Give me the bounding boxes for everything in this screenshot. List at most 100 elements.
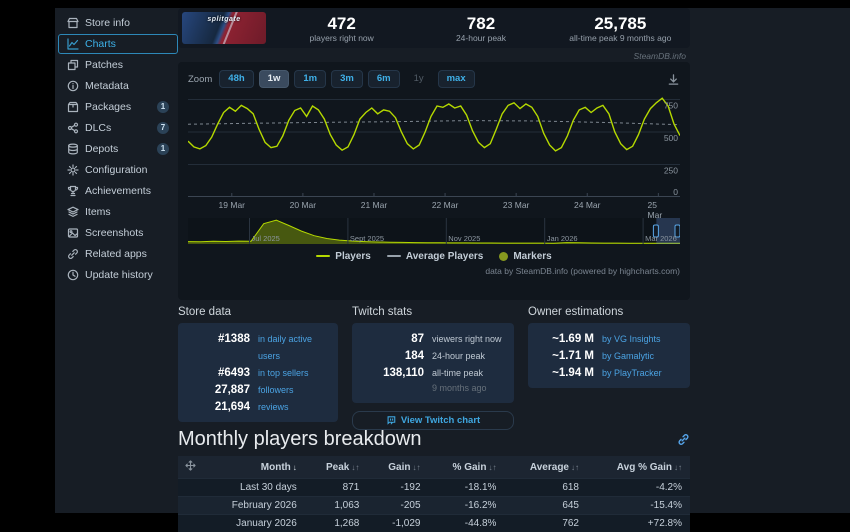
svg-text:250: 250 (664, 166, 678, 176)
x-axis-label: 20 Mar (290, 200, 316, 210)
store-data-title: Store data (178, 306, 338, 318)
sidebar-item-charts[interactable]: Charts (58, 34, 178, 54)
cell--gain: -18.1% (429, 479, 505, 497)
zoom-button-max[interactable]: max (438, 70, 475, 88)
sidebar-item-label: Charts (85, 38, 116, 50)
sidebar-item-metadata[interactable]: Metadata (58, 76, 178, 96)
stat-row-label[interactable]: in daily active users (258, 334, 312, 361)
cell-peak: 1,063 (305, 497, 368, 515)
sort-icon: ↓↑ (488, 463, 496, 472)
column-header-month[interactable]: Month↓ (202, 456, 305, 479)
x-axis-label: 24 Mar (574, 200, 600, 210)
column-header-avg-gain[interactable]: Avg % Gain↓↑ (587, 456, 690, 479)
cell-gain: -205 (367, 497, 428, 515)
breakdown-title: Monthly players breakdown (178, 428, 421, 451)
store-icon (67, 17, 79, 29)
stat-value: 782 (411, 14, 550, 33)
svg-text:0: 0 (673, 187, 678, 197)
svg-text:750: 750 (664, 101, 678, 111)
gear-icon (67, 164, 79, 176)
cell-average: 762 (504, 515, 587, 532)
legend-swatch (499, 252, 508, 261)
sidebar-item-store-info[interactable]: Store info (58, 13, 178, 33)
column-header--gain[interactable]: % Gain↓↑ (429, 456, 505, 479)
sort-desc-icon: ↓ (293, 463, 297, 472)
zoom-button-1m[interactable]: 1m (294, 70, 326, 88)
stat-row-label[interactable]: by VG Insights (602, 334, 661, 344)
column-header-gain[interactable]: Gain↓↑ (367, 456, 428, 479)
column-label: Avg % Gain (617, 462, 672, 473)
download-chart-icon[interactable] (667, 73, 680, 86)
sidebar-item-achievements[interactable]: Achievements (58, 181, 178, 201)
layers-icon (67, 206, 79, 218)
sidebar-item-screenshots[interactable]: Screenshots (58, 223, 178, 243)
stat-row-label[interactable]: reviews (258, 402, 289, 412)
stat-row-value: ~1.71 M (538, 349, 594, 364)
navigator-label: Jul 2025 (250, 234, 280, 243)
anchor-link-icon[interactable] (677, 433, 690, 446)
x-axis-label: 21 Mar (361, 200, 387, 210)
x-axis-label: 22 Mar (432, 200, 458, 210)
owner-estimations-title: Owner estimations (528, 306, 690, 318)
sidebar-item-items[interactable]: Items (58, 202, 178, 222)
drag-handle-icon[interactable] (178, 456, 202, 479)
stat-row-label[interactable]: by PlayTracker (602, 368, 662, 378)
zoom-button-48h[interactable]: 48h (219, 70, 253, 88)
zoom-button-3m[interactable]: 3m (331, 70, 363, 88)
twitch-icon (386, 416, 396, 426)
stat-row-reviews: 21,694 reviews (188, 398, 328, 415)
sidebar-item-label: Items (85, 206, 111, 218)
sort-icon: ↓↑ (674, 463, 682, 472)
sidebar-item-label: Store info (85, 17, 130, 29)
legend-item-markers[interactable]: Markers (499, 251, 551, 262)
sidebar-item-label: Metadata (85, 80, 129, 92)
sidebar-item-related-apps[interactable]: Related apps (58, 244, 178, 264)
stat-row-value: 184 (362, 349, 424, 364)
zoom-button-1w[interactable]: 1w (259, 70, 290, 88)
sidebar-item-update-history[interactable]: Update history (58, 265, 178, 285)
sidebar-item-configuration[interactable]: Configuration (58, 160, 178, 180)
stat-row-by-gamalytic: ~1.71 M by Gamalytic (538, 347, 680, 364)
cell-average: 645 (504, 497, 587, 515)
stat-row-label[interactable]: by Gamalytic (602, 351, 654, 361)
x-axis-label: 23 Mar (503, 200, 529, 210)
stat-row-label[interactable]: in top sellers (258, 368, 309, 378)
cell-peak: 871 (305, 479, 368, 497)
navigator-label: Nov 2025 (446, 234, 480, 243)
x-axis-label: 25 Mar (648, 200, 670, 220)
legend-item-players[interactable]: Players (316, 251, 371, 262)
column-header-peak[interactable]: Peak↓↑ (305, 456, 368, 479)
legend-item-average-players[interactable]: Average Players (387, 251, 483, 262)
stat-row-value: 138,110 (362, 366, 424, 381)
zoom-button-6m[interactable]: 6m (368, 70, 400, 88)
column-header-average[interactable]: Average↓↑ (504, 456, 587, 479)
trophy-icon (67, 185, 79, 197)
column-label: % Gain (453, 462, 487, 473)
stat-row-value: 27,887 (188, 383, 250, 398)
column-label: Month (261, 462, 291, 473)
legend-label: Average Players (406, 251, 483, 262)
stat-row-value: 21,694 (188, 400, 250, 415)
cell--gain: -16.2% (429, 497, 505, 515)
stat-row-value: ~1.94 M (538, 366, 594, 381)
legend-swatch (316, 255, 330, 257)
steamdb-watermark: SteamDB.info (634, 51, 686, 61)
stat-row-label[interactable]: followers (258, 385, 294, 395)
zoom-button-1y: 1y (405, 70, 433, 88)
cell-gain: -192 (367, 479, 428, 497)
sidebar-item-patches[interactable]: Patches (58, 55, 178, 75)
